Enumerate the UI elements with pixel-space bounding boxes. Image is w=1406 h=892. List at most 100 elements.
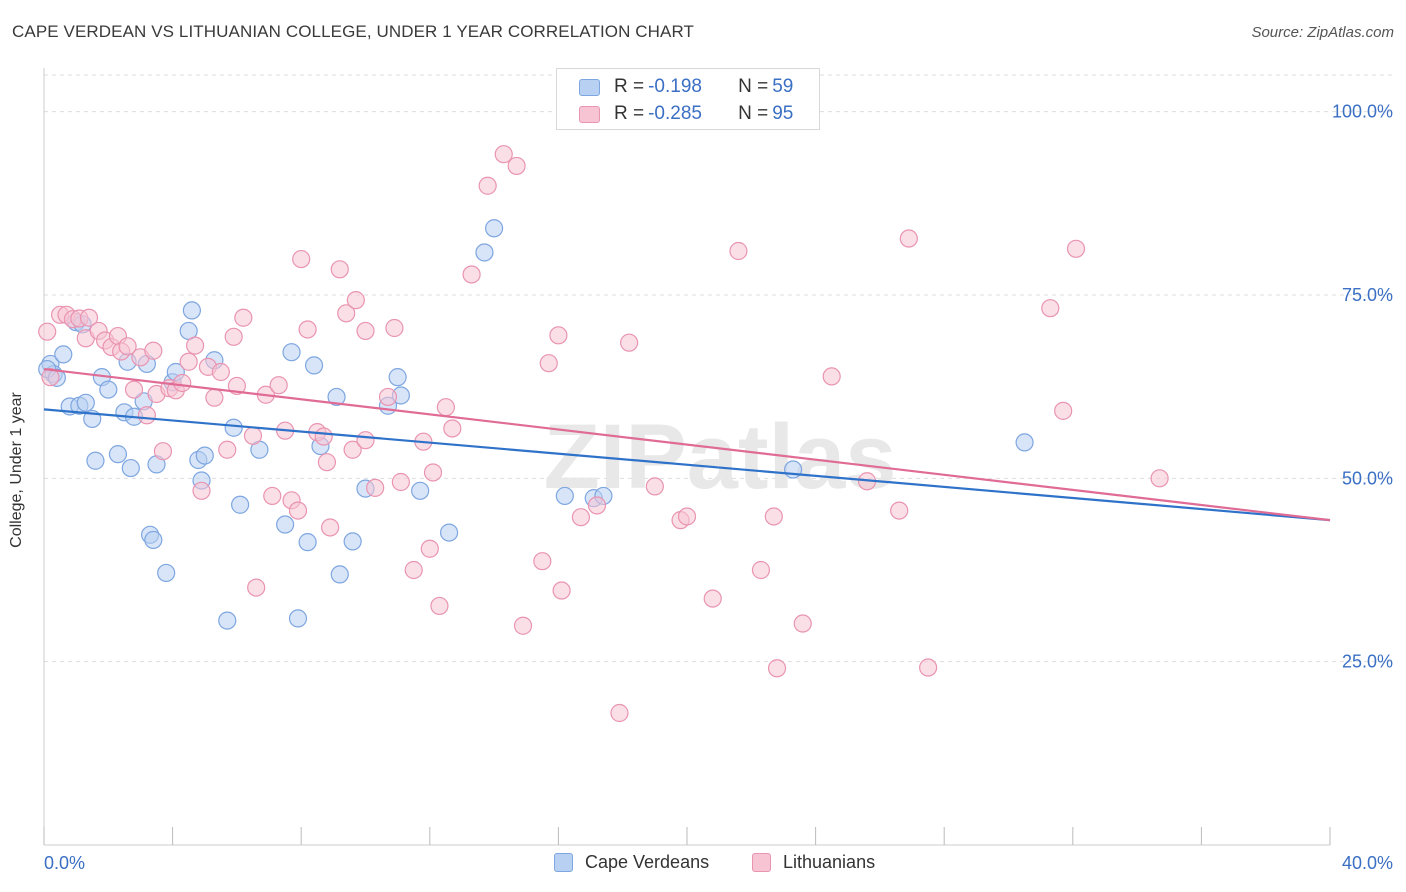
lithuanian-point <box>703 589 722 608</box>
cape-verdean-point <box>411 481 430 500</box>
lithuanian-point <box>549 326 568 345</box>
lithuanian-point <box>423 463 443 482</box>
y-tick-label: 25.0% <box>1342 652 1393 672</box>
lithuanian-point <box>1150 469 1169 488</box>
source-label: Source: ZipAtlas.com <box>1251 24 1394 41</box>
cape-verdean-point <box>231 495 250 514</box>
legend-swatch-blue <box>579 78 600 96</box>
legend-label: Lithuanians <box>783 852 876 872</box>
legend-swatch-blue <box>554 853 573 872</box>
lithuanian-point <box>919 658 938 677</box>
lithuanian-point <box>243 426 263 445</box>
grid-lines <box>44 74 1392 663</box>
cape-verdean-point <box>86 451 105 470</box>
n-value: 59 <box>772 76 794 97</box>
tick-labels: 25.0% 50.0% 75.0% 100.0% 0.0% 40.0% <box>44 102 1393 873</box>
lithuanian-point <box>822 367 841 386</box>
cape-verdean-point <box>485 219 504 238</box>
lithuanian-point <box>118 337 137 356</box>
cape-verdean-point <box>304 356 324 375</box>
lithuanian-point <box>38 322 57 341</box>
lithuanian-point <box>321 518 340 537</box>
lithuanian-point <box>366 478 385 497</box>
cape-verdean-point <box>144 530 163 550</box>
lithuanian-point <box>793 614 812 633</box>
lithuanian-point <box>507 156 526 176</box>
lithuanian-point <box>298 320 317 339</box>
legend-item-cape-verdeans: Cape Verdeans <box>554 852 709 873</box>
lithuanian-point <box>144 341 163 360</box>
r-value: -0.198 <box>648 76 702 97</box>
cape-verdean-point <box>54 345 73 364</box>
lithuanian-point <box>153 442 173 461</box>
lithuanian-point <box>385 318 404 338</box>
cape-verdean-point <box>76 393 95 412</box>
lithuanian-point <box>41 368 60 387</box>
lithuanian-point <box>620 333 639 352</box>
lithuanian-point <box>1066 239 1086 258</box>
lithuanian-point <box>552 581 571 600</box>
lithuanian-point <box>729 241 748 261</box>
lithuanian-point <box>137 406 156 425</box>
lithuanian-point <box>343 440 362 459</box>
cape-verdean-point <box>121 458 140 478</box>
n-label: N = <box>738 76 769 97</box>
y-tick-label: 50.0% <box>1342 468 1393 488</box>
lithuanian-point <box>247 578 266 597</box>
correlation-legend: R = -0.198 N = 59 R = -0.285 N = 95 <box>556 68 820 130</box>
cape-verdean-point <box>327 387 346 407</box>
lithuanian-point <box>571 508 591 527</box>
lithuanian-point <box>234 308 253 327</box>
lithuanian-point <box>186 336 205 355</box>
lithuanian-point <box>378 387 398 407</box>
legend-row-cape-verdeans: R = -0.198 N = 59 <box>579 76 793 98</box>
cape-verdean-point <box>182 301 201 320</box>
lithuanian-point <box>1054 401 1073 420</box>
lithuanian-point <box>751 560 771 580</box>
lithuanian-point <box>899 229 918 248</box>
lithuanian-point <box>764 507 783 526</box>
series-legend: Cape Verdeans Lithuanians <box>0 852 1406 876</box>
lithuanian-point <box>205 388 224 407</box>
lithuanian-point <box>269 376 288 395</box>
lithuanian-point <box>79 308 99 327</box>
legend-swatch-pink <box>579 105 600 123</box>
lithuanian-point <box>391 472 410 492</box>
y-tick-label: 75.0% <box>1342 285 1393 305</box>
legend-swatch-pink <box>752 853 771 872</box>
cape-verdean-point <box>388 368 407 387</box>
lithuanian-point <box>436 398 455 417</box>
lithuanian-point <box>533 552 552 571</box>
lithuanian-point <box>478 176 497 195</box>
lithuanian-point <box>494 145 513 164</box>
legend-row-lithuanians: R = -0.285 N = 95 <box>579 103 793 125</box>
lithuanian-point <box>356 321 375 341</box>
y-axis-label: College, Under 1 year <box>8 392 25 548</box>
lithuanian-point <box>330 260 349 279</box>
lithuanian-point <box>404 560 423 580</box>
y-tick-label: 100.0% <box>1332 102 1393 122</box>
cape-verdean-point <box>330 565 349 584</box>
cape-verdean-point <box>1015 433 1034 452</box>
lithuanian-point <box>1041 299 1060 318</box>
trend-lines <box>43 367 1331 522</box>
lithuanian-point <box>539 354 558 373</box>
chart-title: CAPE VERDEAN VS LITHUANIAN COLLEGE, UNDE… <box>12 22 695 41</box>
cape-verdean-point <box>99 380 118 399</box>
cape-verdean-point <box>343 532 362 551</box>
lithuanian-point <box>420 539 439 558</box>
lithuanian-point <box>513 616 533 635</box>
cape-verdean-point <box>195 446 214 465</box>
x-tick-label: 40.0% <box>1342 853 1393 873</box>
lithuanian-point <box>587 496 607 515</box>
cape-verdean-point <box>108 445 128 464</box>
cape-verdean-point <box>157 563 176 583</box>
cape-verdean-trend-line <box>43 408 1331 522</box>
lithuanian-point <box>610 703 629 723</box>
n-value: 95 <box>772 103 794 124</box>
cape-verdean-point <box>439 523 459 542</box>
lithuanian-point <box>337 304 356 323</box>
cape-verdean-point <box>224 418 243 437</box>
cape-verdean-point <box>218 611 237 630</box>
